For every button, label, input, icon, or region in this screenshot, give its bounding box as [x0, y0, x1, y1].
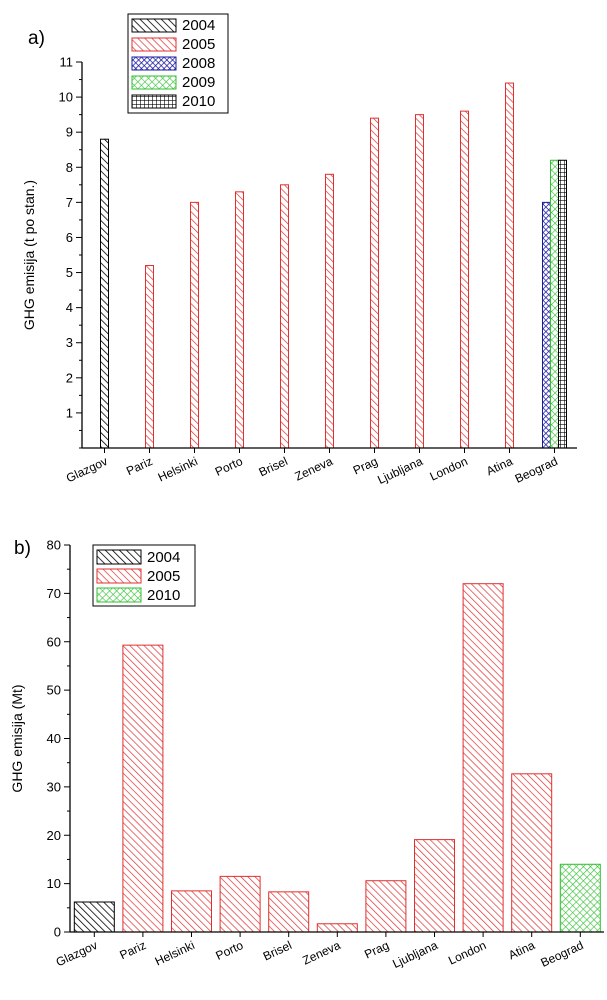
bar-prag-2005: [365, 880, 407, 933]
x-tick-label: Prag: [362, 938, 391, 961]
y-tick-label: 50: [47, 683, 61, 698]
bar-atina-2005: [505, 82, 514, 449]
x-tick-label: Glazgov: [54, 938, 100, 969]
y-tick-label: 6: [66, 230, 73, 245]
y-tick-label: 2: [66, 370, 73, 385]
x-tick-label: Atina: [484, 454, 515, 478]
legend-swatch-2005: [96, 568, 142, 584]
x-tick-label: Helsinki: [156, 454, 200, 484]
bar-porto-2005: [235, 191, 244, 449]
x-tick-label: Ljubljana: [375, 454, 425, 487]
panel-b: b) Glazgov Pariz Helsinki Porto Brisel Zeneva P…: [9, 538, 604, 971]
bar-brisel-2005: [268, 891, 310, 933]
legend-label-2005: 2005: [147, 568, 180, 585]
y-tick-label: 3: [66, 335, 73, 350]
bar-beograd-2010: [559, 863, 601, 933]
bar-london-2005: [462, 583, 504, 933]
legend-label-2009: 2009: [182, 74, 215, 91]
y-tick-label: 10: [47, 876, 61, 891]
bar-zeneva-2005: [316, 923, 358, 933]
bar-brisel-2005: [280, 184, 289, 449]
x-tick-label: Ljubljana: [390, 938, 440, 971]
y-tick-label: 8: [66, 160, 73, 175]
bar-ljubljana-2005: [415, 114, 424, 449]
bar-beograd-2008: [542, 201, 551, 449]
legend-swatch-2004: [131, 18, 177, 33]
y-tick-label: 7: [66, 195, 73, 210]
bar-ljubljana-2005: [414, 839, 455, 933]
legend-swatch-2010: [96, 587, 142, 603]
bar-helsinki-2005: [171, 890, 212, 933]
panel-label: b): [14, 538, 31, 559]
y-tick-label: 40: [47, 731, 61, 746]
bar-zeneva-2005: [325, 173, 334, 449]
y-tick-label: 70: [47, 586, 61, 601]
y-axis-title: GHG emisija (t po stan.): [21, 180, 37, 330]
y-axis-title: GHG emisija (Mt): [9, 684, 25, 792]
panel-label: a): [28, 28, 45, 49]
bar-helsinki-2005: [190, 201, 199, 449]
legend-swatch-2010: [131, 94, 177, 109]
y-tick-label: 9: [66, 125, 73, 140]
x-tick-label: Porto: [213, 938, 245, 963]
y-tick-label: 5: [66, 265, 73, 280]
legend-label-2008: 2008: [182, 55, 215, 72]
x-tick-label: London: [428, 454, 470, 484]
bar-beograd-2009: [550, 159, 559, 449]
y-tick-label: 60: [47, 634, 61, 649]
legend: 2004 2005 2008 2009 2010: [127, 13, 229, 114]
legend-label-2004: 2004: [147, 549, 180, 566]
legend-label-2004: 2004: [182, 17, 215, 34]
bar-london-2005: [460, 110, 469, 449]
x-tick-label: London: [446, 938, 488, 968]
legend: 2004 2005 2010: [92, 544, 196, 607]
x-tick-label: Beograd: [539, 938, 586, 970]
x-tick-label: Atina: [506, 938, 537, 962]
bar-prag-2005: [370, 117, 379, 449]
y-tick-label: 11: [60, 55, 74, 70]
bar-beograd-2010: [558, 159, 567, 449]
y-tick-label: 20: [47, 828, 61, 843]
y-tick-label: 1: [66, 405, 73, 420]
legend-swatch-2008: [131, 56, 177, 71]
bar-pariz-2005: [145, 265, 154, 449]
x-tick-label: Pariz: [124, 454, 155, 478]
legend-label-2005: 2005: [182, 36, 215, 53]
x-tick-label: Glazgov: [64, 454, 110, 485]
bar-porto-2005: [219, 875, 261, 933]
legend-swatch-2005: [131, 37, 177, 52]
legend-swatch-2009: [131, 75, 177, 90]
x-tick-label: Brisel: [261, 938, 294, 963]
legend-label-2010: 2010: [182, 93, 215, 110]
legend-swatch-2004: [96, 549, 142, 565]
y-tick-label: 0: [54, 925, 61, 940]
y-tick-label: 80: [47, 538, 61, 553]
y-tick-label: 4: [66, 300, 73, 315]
x-tick-label: Pariz: [117, 938, 148, 962]
x-tick-label: Helsinki: [153, 938, 197, 968]
legend-label-2010: 2010: [147, 587, 180, 604]
x-tick-label: Porto: [213, 454, 245, 479]
bar-atina-2005: [511, 773, 553, 933]
x-tick-label: Beograd: [513, 454, 560, 486]
x-tick-label: Brisel: [257, 454, 290, 479]
panel-a: a)Glazgov Pariz Helsinki Porto Brisel Zeneva P…: [21, 13, 577, 487]
bar-glazgov-2004: [100, 138, 109, 449]
y-tick-label: 10: [59, 90, 73, 105]
y-tick-label: 30: [47, 779, 61, 794]
bar-glazgov-2004: [73, 901, 115, 933]
x-tick-label: Zeneva: [293, 454, 335, 484]
bar-pariz-2005: [122, 644, 164, 933]
x-tick-label: Zeneva: [300, 938, 342, 968]
